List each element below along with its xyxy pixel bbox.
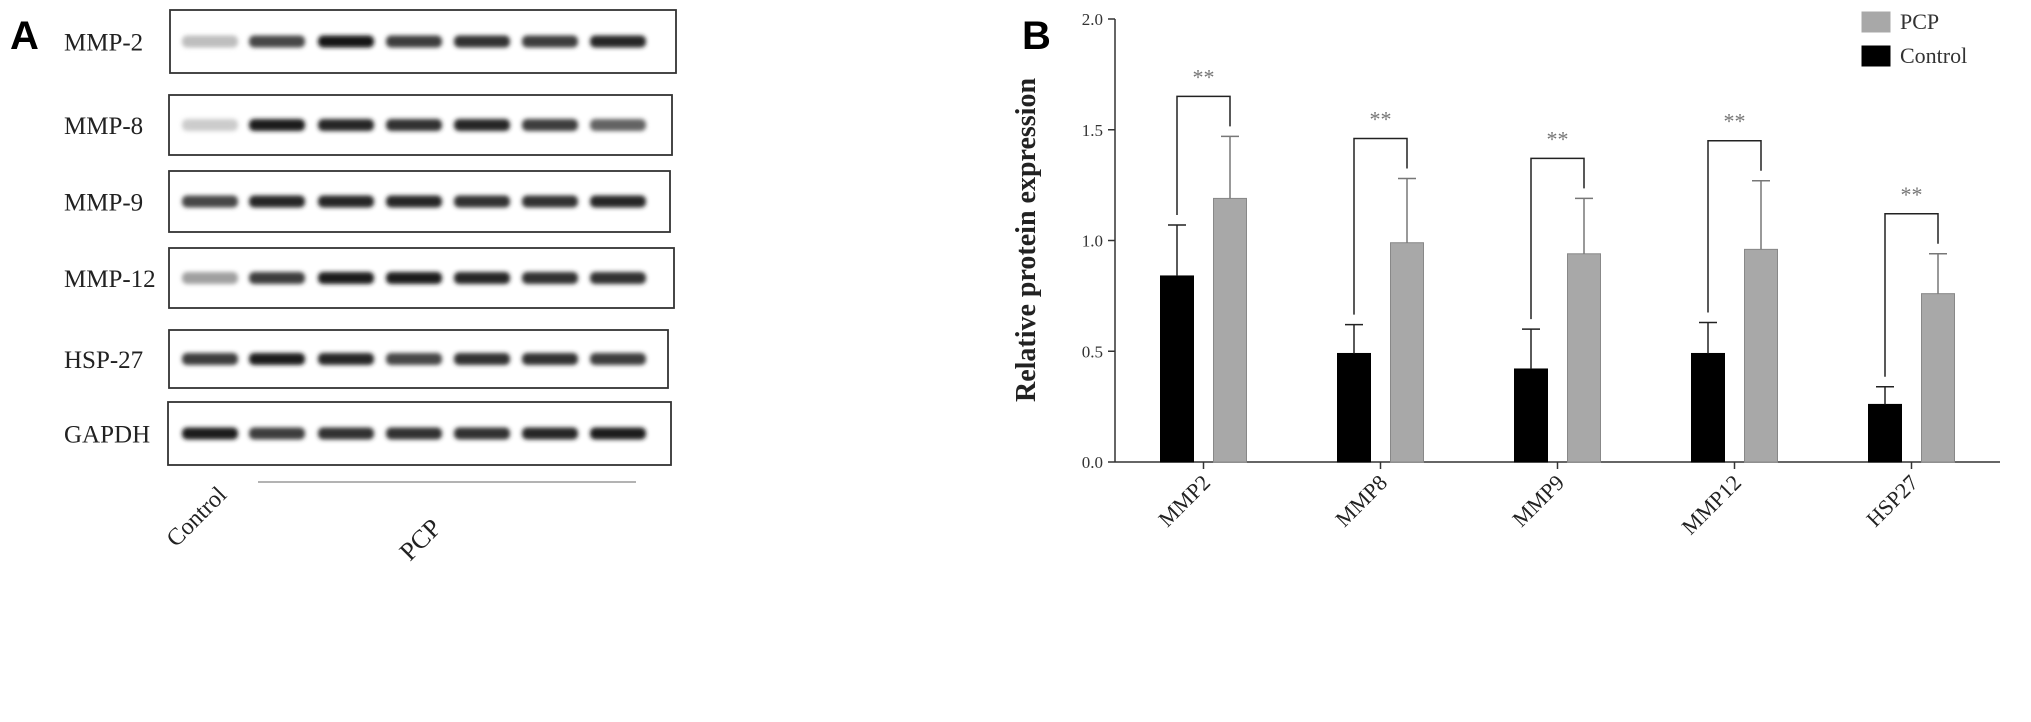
significance-label: **	[1370, 106, 1392, 131]
blot-band	[182, 353, 238, 365]
bar-control	[1160, 275, 1194, 463]
blot-band	[454, 195, 510, 208]
blot-band	[590, 353, 646, 365]
blot-band	[590, 427, 646, 440]
blot-row: MMP-12	[64, 247, 675, 309]
x-tick-label: MMP2	[1153, 470, 1215, 532]
x-tick-label: MMP8	[1330, 470, 1392, 532]
x-tick-label: HSP27	[1861, 470, 1923, 532]
blot-band	[454, 35, 510, 48]
legend-label-control: Control	[1900, 43, 1967, 68]
blot-band	[522, 427, 578, 440]
blot-band	[318, 272, 374, 284]
bar-control	[1868, 403, 1902, 463]
blot-row: MMP-8	[64, 94, 673, 156]
blot-band	[590, 272, 646, 284]
y-tick-label: 1.5	[1082, 121, 1103, 140]
blot-band	[454, 272, 510, 284]
significance-label: **	[1901, 182, 1923, 207]
bar-pcp	[1567, 253, 1601, 463]
blot-band	[454, 119, 510, 131]
blot-band	[182, 35, 238, 48]
significance-bracket	[1530, 157, 1585, 320]
blot-band	[182, 272, 238, 284]
blot-band	[522, 353, 578, 365]
blot-band	[522, 272, 578, 284]
blot-band	[590, 35, 646, 48]
blot-band	[590, 119, 646, 131]
blot-row-label: HSP-27	[64, 347, 143, 374]
significance-bracket	[1884, 213, 1939, 377]
panel-b-letter: B	[1022, 14, 1051, 58]
blot-band	[386, 119, 442, 131]
significance-bracket	[1353, 137, 1408, 315]
significance-label: **	[1193, 64, 1215, 89]
panel-a-letter: A	[10, 14, 39, 58]
blot-band	[318, 119, 374, 131]
blot-band	[318, 195, 374, 208]
blot-band	[249, 427, 305, 440]
blot-band	[249, 35, 305, 48]
blot-band	[182, 195, 238, 208]
blot-band	[590, 195, 646, 208]
blot-row: HSP-27	[64, 329, 669, 389]
bar-control	[1514, 368, 1548, 463]
bar-pcp	[1744, 248, 1778, 463]
bar-pcp	[1213, 197, 1247, 463]
blot-row-label: MMP-2	[64, 30, 143, 57]
blot-band	[454, 353, 510, 365]
blot-band	[249, 119, 305, 131]
blot-row: MMP-9	[64, 170, 671, 233]
blot-band	[522, 119, 578, 131]
x-tick-label: MMP12	[1676, 470, 1746, 540]
blot-band	[386, 35, 442, 48]
blot-row-label: MMP-8	[64, 113, 143, 140]
bar-control	[1691, 352, 1725, 463]
blot-band	[318, 35, 374, 48]
blot-band	[249, 353, 305, 365]
bar-chart: 0.0 0.5 1.0 1.5 2.0 MMP2 MMP8 MMP9 MMP12 HSP27 **…	[1011, 9, 2000, 540]
significance-label: **	[1724, 109, 1746, 134]
blot-row-label: MMP-12	[64, 266, 156, 293]
legend-swatch-pcp	[1861, 11, 1891, 33]
y-axis-label: Relative protein expression	[1011, 78, 1042, 402]
blot-row-label: GAPDH	[64, 422, 150, 449]
blot-band	[249, 195, 305, 208]
bar-pcp	[1390, 242, 1424, 463]
blot-band	[182, 119, 238, 131]
blot-band	[318, 353, 374, 365]
x-tick-label: MMP9	[1507, 470, 1569, 532]
blot-row: GAPDH	[64, 401, 672, 466]
y-tick-label: 1.0	[1082, 232, 1103, 251]
blot-band	[386, 195, 442, 208]
significance-label: **	[1547, 126, 1569, 151]
blot-band	[182, 427, 238, 440]
blot-band	[386, 272, 442, 284]
significance-bracket	[1707, 139, 1762, 313]
bar-pcp	[1921, 293, 1955, 463]
blot-row: MMP-2	[64, 9, 677, 74]
blot-band	[386, 427, 442, 440]
group-label-pcp: PCP	[394, 513, 447, 566]
legend-swatch-control	[1861, 45, 1891, 67]
blot-band	[386, 353, 442, 365]
western-blot-panel: MMP-2 MMP-8 MMP-9 MMP-12 HSP-27 GAPDH Control…	[64, 9, 677, 566]
y-tick-label: 0.5	[1082, 342, 1103, 361]
blot-band	[454, 427, 510, 440]
y-tick-label: 2.0	[1082, 10, 1103, 29]
blot-band	[522, 195, 578, 208]
group-label-control: Control	[162, 482, 232, 552]
legend-label-pcp: PCP	[1900, 9, 1939, 34]
blot-band	[249, 272, 305, 284]
significance-bracket	[1176, 95, 1231, 215]
blot-band	[522, 35, 578, 48]
blot-row-label: MMP-9	[64, 190, 143, 217]
bar-control	[1337, 352, 1371, 463]
blot-band	[318, 427, 374, 440]
y-tick-label: 0.0	[1082, 453, 1103, 472]
